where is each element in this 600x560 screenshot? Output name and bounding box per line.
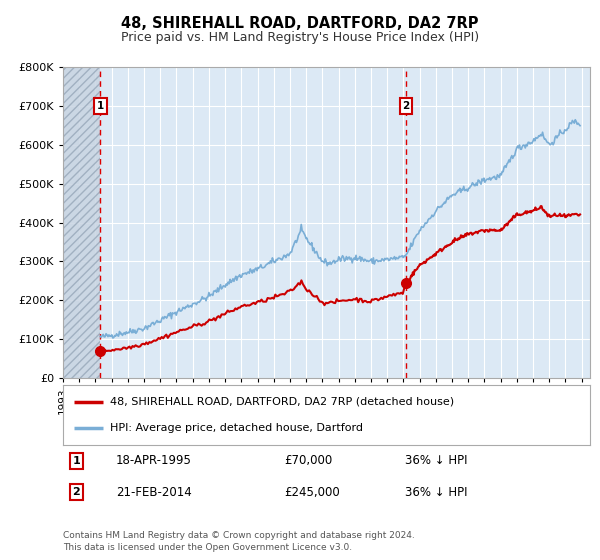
Text: £245,000: £245,000 — [284, 486, 340, 498]
Text: 36% ↓ HPI: 36% ↓ HPI — [406, 454, 468, 468]
Text: Price paid vs. HM Land Registry's House Price Index (HPI): Price paid vs. HM Land Registry's House … — [121, 31, 479, 44]
Text: 48, SHIREHALL ROAD, DARTFORD, DA2 7RP (detached house): 48, SHIREHALL ROAD, DARTFORD, DA2 7RP (d… — [110, 396, 455, 407]
Text: Contains HM Land Registry data © Crown copyright and database right 2024.
This d: Contains HM Land Registry data © Crown c… — [63, 531, 415, 552]
Text: 1: 1 — [72, 456, 80, 466]
Text: 36% ↓ HPI: 36% ↓ HPI — [406, 486, 468, 498]
Text: 21-FEB-2014: 21-FEB-2014 — [116, 486, 191, 498]
Text: 18-APR-1995: 18-APR-1995 — [116, 454, 191, 468]
Text: HPI: Average price, detached house, Dartford: HPI: Average price, detached house, Dart… — [110, 423, 364, 433]
Text: 2: 2 — [402, 101, 409, 111]
Bar — [63, 67, 100, 378]
Text: 1: 1 — [97, 101, 104, 111]
Text: 2: 2 — [72, 487, 80, 497]
Text: 48, SHIREHALL ROAD, DARTFORD, DA2 7RP: 48, SHIREHALL ROAD, DARTFORD, DA2 7RP — [121, 16, 479, 31]
Text: £70,000: £70,000 — [284, 454, 332, 468]
